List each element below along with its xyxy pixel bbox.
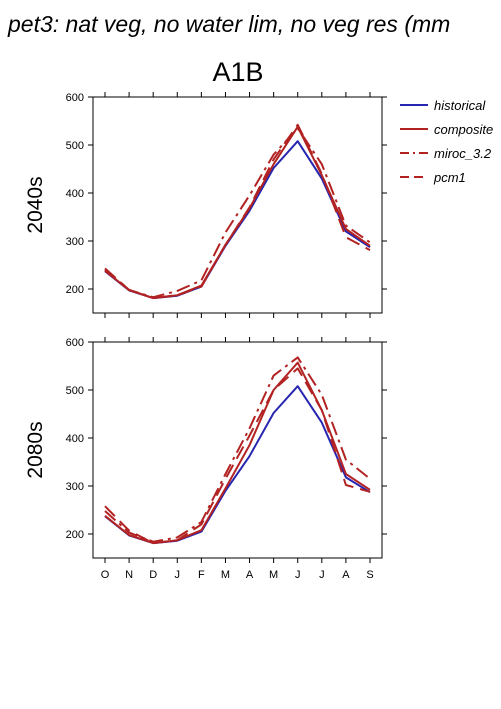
- legend: historical composite miroc_3.2 pcm1: [400, 98, 493, 185]
- plot-frame: [92, 341, 383, 559]
- series-line-pcm1: [104, 123, 371, 300]
- y-tick-label: 300: [66, 236, 84, 248]
- legend-label-pcm1: pcm1: [433, 170, 466, 185]
- y-tick-label: 300: [66, 481, 84, 493]
- y-tick-label: 200: [66, 529, 84, 541]
- series-line-historical: [104, 140, 371, 300]
- y-tick-label: 200: [66, 284, 84, 296]
- legend-label-miroc_3.2: miroc_3.2: [434, 146, 492, 161]
- x-tick-label: S: [366, 569, 373, 581]
- panel-label: 2040s: [24, 176, 47, 233]
- panel-2040s: 200 300 400 500 600 2040s: [24, 92, 387, 318]
- figure-title: pet3: nat veg, no water lim, no veg res …: [7, 11, 450, 37]
- x-tick-label: N: [125, 569, 133, 581]
- x-tick-label: J: [295, 569, 301, 581]
- chart-panels: 200 300 400 500 600 2040s 200 300 400 500 600 O N D J F…: [24, 92, 387, 581]
- x-tick-label: F: [198, 569, 205, 581]
- x-tick-label: M: [269, 569, 278, 581]
- y-tick-label: 400: [66, 188, 84, 200]
- plot-frame: [92, 96, 383, 314]
- series-line-miroc_3.2: [104, 127, 371, 299]
- x-tick-label: O: [101, 569, 110, 581]
- x-tick-label: D: [149, 569, 157, 581]
- y-tick-label: 500: [66, 385, 84, 397]
- series-line-composite: [104, 125, 371, 300]
- panel-label: 2080s: [24, 421, 47, 478]
- y-tick-label: 600: [66, 92, 84, 104]
- y-tick-label: 500: [66, 140, 84, 152]
- x-tick-label: A: [342, 569, 350, 581]
- panel-2080s: 200 300 400 500 600 O N D J F M A M J J A S 2080s: [24, 337, 387, 581]
- x-tick-label: J: [175, 569, 181, 581]
- series-line-historical: [104, 385, 371, 545]
- legend-label-composite: composite: [434, 122, 493, 137]
- y-tick-label: 400: [66, 433, 84, 445]
- series-line-pcm1: [104, 367, 371, 545]
- scenario-title: A1B: [212, 57, 263, 87]
- x-tick-label: J: [319, 569, 325, 581]
- series-line-miroc_3.2: [104, 356, 371, 543]
- x-tick-label: A: [246, 569, 254, 581]
- y-tick-label: 600: [66, 337, 84, 349]
- x-tick-label: M: [221, 569, 230, 581]
- legend-label-historical: historical: [434, 98, 486, 113]
